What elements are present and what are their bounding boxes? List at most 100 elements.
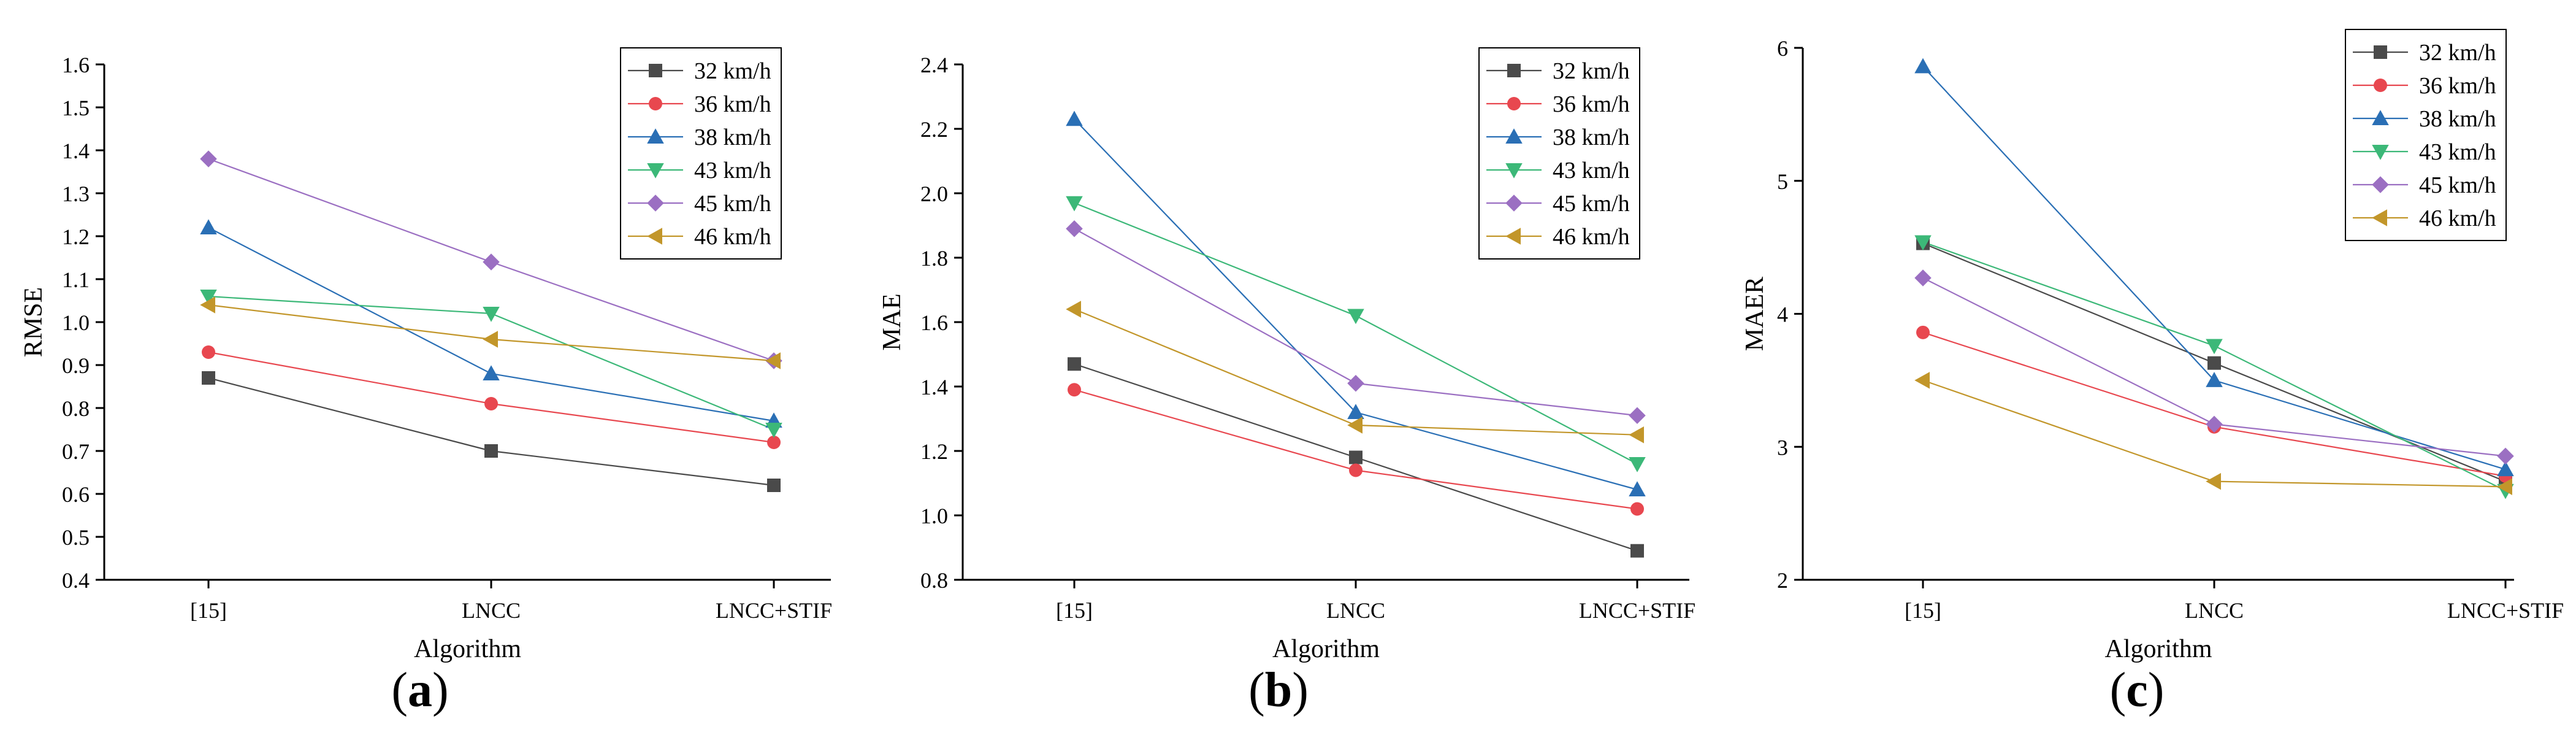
x-axis-title: Algorithm [414, 635, 521, 663]
data-point-36-km-h [1630, 502, 1644, 516]
data-point-45-km-h [1066, 220, 1083, 237]
y-tick-label: 1.6 [62, 53, 90, 77]
y-tick-label: 1.2 [62, 225, 90, 249]
legend-marker-38-km-h [647, 128, 664, 144]
data-point-46-km-h [2206, 472, 2221, 490]
rmse-chart: 0.4 0.5 0.6 0.7 0.8 0.9 1.0 1.1 1.2 1.3 1.4 1.5 1.6 [… [20, 47, 832, 663]
data-point-32-km-h [1068, 357, 1081, 371]
legend-label-46-km-h: 46 km/h [2419, 206, 2496, 231]
data-point-43-km-h [483, 307, 500, 322]
legend-marker-43-km-h [1505, 163, 1523, 179]
x-tick-label: LNCC [1326, 598, 1385, 623]
legend-marker-38-km-h [1505, 128, 1523, 144]
y-tick-label: 1.8 [920, 246, 948, 271]
x-axis-title: Algorithm [2105, 635, 2212, 663]
data-point-45-km-h [2206, 415, 2223, 433]
legend-marker-45-km-h [2372, 176, 2389, 193]
panel-label-b: (b) [1248, 663, 1309, 717]
y-tick-label: 5 [1777, 169, 1788, 194]
x-tick-label: [15] [1905, 598, 1941, 623]
legend-label-38-km-h: 38 km/h [1553, 125, 1630, 150]
legend-label-46-km-h: 46 km/h [1553, 224, 1630, 250]
data-point-46-km-h [1066, 301, 1081, 318]
y-tick-label: 0.4 [62, 568, 90, 593]
y-tick-label: 1.2 [920, 439, 948, 464]
data-point-43-km-h [2206, 339, 2223, 355]
y-tick-label: 1.6 [920, 310, 948, 335]
legend-label-43-km-h: 43 km/h [1553, 158, 1630, 183]
legend-marker-43-km-h [2372, 145, 2389, 160]
data-point-38-km-h [1066, 110, 1083, 126]
mae-chart: 0.8 1.0 1.2 1.4 1.6 1.8 2.0 2.2 2.4 [15] LNCC LNCC+… [878, 47, 1695, 663]
legend-label-43-km-h: 43 km/h [694, 158, 771, 183]
data-point-46-km-h [1914, 372, 1930, 389]
legend-marker-36-km-h [649, 97, 662, 110]
data-point-32-km-h [202, 371, 215, 385]
data-point-45-km-h [483, 253, 500, 271]
legend-marker-36-km-h [1507, 97, 1521, 110]
legend-label-38-km-h: 38 km/h [694, 125, 771, 150]
data-point-38-km-h [1629, 481, 1646, 496]
data-point-46-km-h [483, 331, 498, 348]
data-point-36-km-h [1349, 463, 1363, 477]
legend-label-32-km-h: 32 km/h [2419, 40, 2496, 66]
data-point-43-km-h [1629, 457, 1646, 472]
x-tick-label: [15] [1056, 598, 1093, 623]
data-point-36-km-h [484, 397, 498, 410]
data-point-46-km-h [765, 352, 781, 369]
legend-marker-32-km-h [649, 64, 662, 77]
y-tick-label: 4 [1777, 302, 1788, 327]
y-axis-title: MAE [878, 293, 906, 350]
data-point-43-km-h [1914, 235, 1932, 251]
data-point-38-km-h [1347, 404, 1364, 419]
data-point-36-km-h [202, 345, 215, 359]
data-point-38-km-h [2497, 461, 2514, 477]
data-point-46-km-h [1347, 417, 1363, 434]
maer-chart: 2 3 4 5 6 [15] LNCC LNCC+STIF Algorithm MAER 32 km… [1741, 29, 2564, 663]
legend-marker-45-km-h [1505, 194, 1523, 212]
legend-label-38-km-h: 38 km/h [2419, 106, 2496, 132]
panel-label-c: (c) [2109, 663, 2165, 717]
legend-label-36-km-h: 36 km/h [2419, 73, 2496, 99]
data-point-46-km-h [2497, 478, 2512, 496]
y-axis-title: RMSE [20, 287, 48, 357]
legend-label-43-km-h: 43 km/h [2419, 139, 2496, 165]
y-tick-label: 1.0 [920, 504, 948, 528]
y-tick-label: 2.4 [920, 53, 948, 77]
y-tick-label: 1.5 [62, 96, 90, 120]
y-tick-label: 1.3 [62, 182, 90, 206]
legend-label-45-km-h: 45 km/h [694, 191, 771, 217]
data-point-36-km-h [1068, 383, 1081, 397]
y-tick-label: 2 [1777, 568, 1788, 593]
x-tick-label: LNCC+STIF [716, 598, 832, 623]
legend-label-46-km-h: 46 km/h [694, 224, 771, 250]
x-tick-label: LNCC+STIF [1579, 598, 1695, 623]
legend-marker-36-km-h [2374, 79, 2387, 92]
y-tick-label: 1.0 [62, 310, 90, 335]
data-point-32-km-h [1349, 450, 1363, 464]
data-point-36-km-h [767, 436, 781, 449]
x-axis-title: Algorithm [1272, 635, 1380, 663]
legend-label-32-km-h: 32 km/h [1553, 58, 1630, 84]
data-point-43-km-h [1347, 309, 1364, 325]
y-tick-label: 0.6 [62, 482, 90, 507]
y-tick-label: 1.4 [62, 139, 90, 163]
legend-marker-45-km-h [647, 194, 664, 212]
data-point-43-km-h [765, 423, 782, 438]
y-tick-label: 0.5 [62, 525, 90, 550]
data-point-32-km-h [2207, 356, 2221, 370]
y-tick-label: 2.2 [920, 117, 948, 142]
y-axis-title: MAER [1741, 277, 1769, 351]
data-point-45-km-h [1914, 269, 1932, 287]
data-point-46-km-h [200, 296, 215, 314]
data-point-43-km-h [1066, 196, 1083, 212]
panel-label-a: (a) [391, 663, 449, 717]
legend-box [1478, 47, 1640, 260]
legend-box [2345, 29, 2507, 241]
y-tick-label: 0.8 [62, 396, 90, 421]
data-point-45-km-h [200, 150, 217, 167]
legend-box [620, 47, 782, 260]
x-tick-label: LNCC [2185, 598, 2244, 623]
data-point-38-km-h [2206, 372, 2223, 387]
y-tick-label: 3 [1777, 435, 1788, 460]
